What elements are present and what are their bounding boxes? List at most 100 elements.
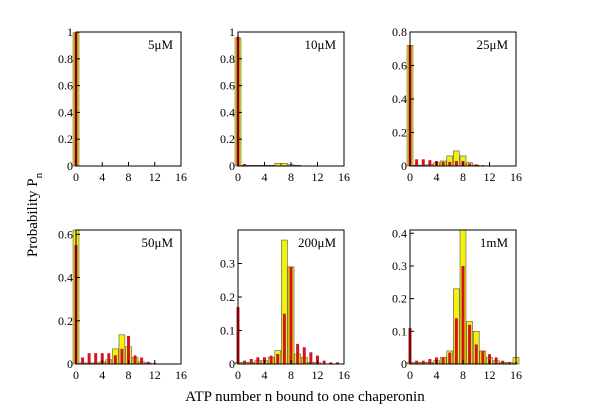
bar-red-n5 [441, 357, 445, 364]
bar-red-n5 [441, 161, 445, 166]
bar-red-n9 [133, 355, 137, 364]
concentration-label: 5μM [148, 37, 173, 52]
x-tick-label: 4 [99, 170, 105, 184]
x-tick-label: 4 [262, 368, 268, 382]
x-tick-label: 12 [484, 170, 496, 184]
bar-red-n5 [107, 353, 111, 364]
bar-red-n9 [296, 343, 300, 364]
bar-red-n1 [81, 357, 85, 364]
bar-red-n2 [87, 353, 91, 364]
x-tick-label: 0 [73, 368, 79, 382]
bar-red-n6 [276, 353, 280, 364]
x-tick-label: 0 [235, 368, 241, 382]
bar-red-n6 [448, 161, 452, 166]
y-tick-label: 0.2 [392, 126, 407, 140]
bar-red-n13 [494, 357, 498, 364]
x-tick-label: 16 [175, 368, 187, 382]
y-tick-label: 0.4 [58, 271, 73, 285]
bar-red-n13 [322, 360, 326, 364]
y-tick-label: 0 [401, 159, 407, 173]
x-tick-label: 0 [73, 170, 79, 184]
y-tick-label: 0.6 [58, 79, 73, 93]
y-tick-label: 0.2 [58, 132, 73, 146]
panel-2: 0 4 8 12 16 0 0.2 0.4 0.6 0.8 1 10μM [220, 25, 350, 184]
x-tick-label: 12 [149, 368, 161, 382]
y-tick-label: 0.6 [392, 59, 407, 73]
bar-red-n11 [146, 361, 150, 364]
concentration-label: 200μM [298, 235, 336, 250]
y-tick-label: 0.8 [220, 52, 235, 66]
bar-red-n7 [454, 318, 458, 364]
x-tick-label: 12 [149, 170, 161, 184]
bar-red-n1 [243, 163, 247, 166]
y-tick-label: 0.4 [220, 105, 235, 119]
x-tick-label: 0 [407, 368, 413, 382]
concentration-label: 25μM [476, 37, 508, 52]
y-axis-title: Probability Pn [25, 172, 45, 257]
y-tick-label: 0.1 [220, 324, 235, 338]
bar-red-n4 [100, 353, 104, 364]
axes-frame [237, 31, 345, 167]
bar-red-n10 [474, 344, 478, 364]
bar-red-n14 [501, 360, 505, 364]
bar-red-n3 [428, 359, 432, 364]
x-tick-label: 8 [126, 170, 132, 184]
x-tick-label: 4 [99, 368, 105, 382]
y-tick-label: 1 [67, 25, 73, 39]
bar-red-n2 [421, 159, 425, 166]
y-axis-title-subscript: n [33, 172, 45, 178]
y-tick-label: 0.2 [392, 292, 407, 306]
bar-red-n10 [140, 357, 144, 364]
bar-red-n6 [448, 352, 452, 364]
concentration-label: 1mM [480, 235, 509, 250]
y-tick-label: 0.2 [220, 132, 235, 146]
y-axis-title-main: Probability P [25, 178, 41, 257]
bar-red-n12 [488, 354, 491, 364]
y-tick-label: 0.4 [58, 105, 73, 119]
y-tick-label: 0.8 [392, 25, 407, 39]
y-tick-label: 0.3 [220, 257, 235, 271]
y-tick-label: 0.8 [58, 52, 73, 66]
bar-red-n7 [282, 313, 286, 364]
y-tick-label: 0.3 [392, 259, 407, 273]
bar-red-n7 [454, 160, 458, 166]
x-tick-label: 4 [434, 170, 440, 184]
concentration-label: 50μM [141, 235, 173, 250]
y-tick-label: 0.2 [220, 290, 235, 304]
x-tick-label: 12 [312, 170, 324, 184]
bar-red-n1 [415, 159, 419, 166]
y-tick-label: 0.4 [392, 92, 407, 106]
bar-red-n15 [507, 362, 511, 364]
y-tick-label: 0 [401, 357, 407, 371]
y-tick-label: 0.2 [58, 314, 73, 328]
y-tick-label: 0.6 [58, 227, 73, 241]
bar-red-n3 [428, 160, 432, 166]
y-tick-label: 0.4 [392, 226, 407, 240]
bar-red-n12 [316, 355, 319, 365]
axes-frame [409, 31, 517, 167]
bar-red-n1 [415, 360, 419, 364]
bar-red-n9 [468, 324, 472, 364]
axes-frame [75, 31, 182, 167]
bar-red-n1 [243, 360, 247, 364]
bar-red-n7 [120, 348, 124, 364]
bar-red-n3 [256, 357, 260, 364]
bar-red-n15 [335, 362, 339, 364]
bar-red-n5 [269, 355, 273, 365]
bar-red-n14 [329, 362, 333, 364]
x-tick-label: 16 [338, 368, 350, 382]
bar-red-n11 [309, 352, 313, 364]
x-tick-label: 16 [510, 368, 522, 382]
concentration-label: 10μM [304, 37, 336, 52]
x-tick-label: 4 [434, 368, 440, 382]
x-tick-label: 16 [175, 170, 187, 184]
bar-red-n10 [302, 347, 306, 364]
bar-red-n2 [249, 358, 253, 364]
x-tick-label: 0 [235, 170, 241, 184]
y-tick-label: 0.6 [220, 79, 235, 93]
bar-red-n6 [113, 355, 117, 364]
x-tick-label: 16 [510, 170, 522, 184]
bar-red-n10 [474, 164, 478, 166]
bar-red-n9 [468, 163, 472, 166]
